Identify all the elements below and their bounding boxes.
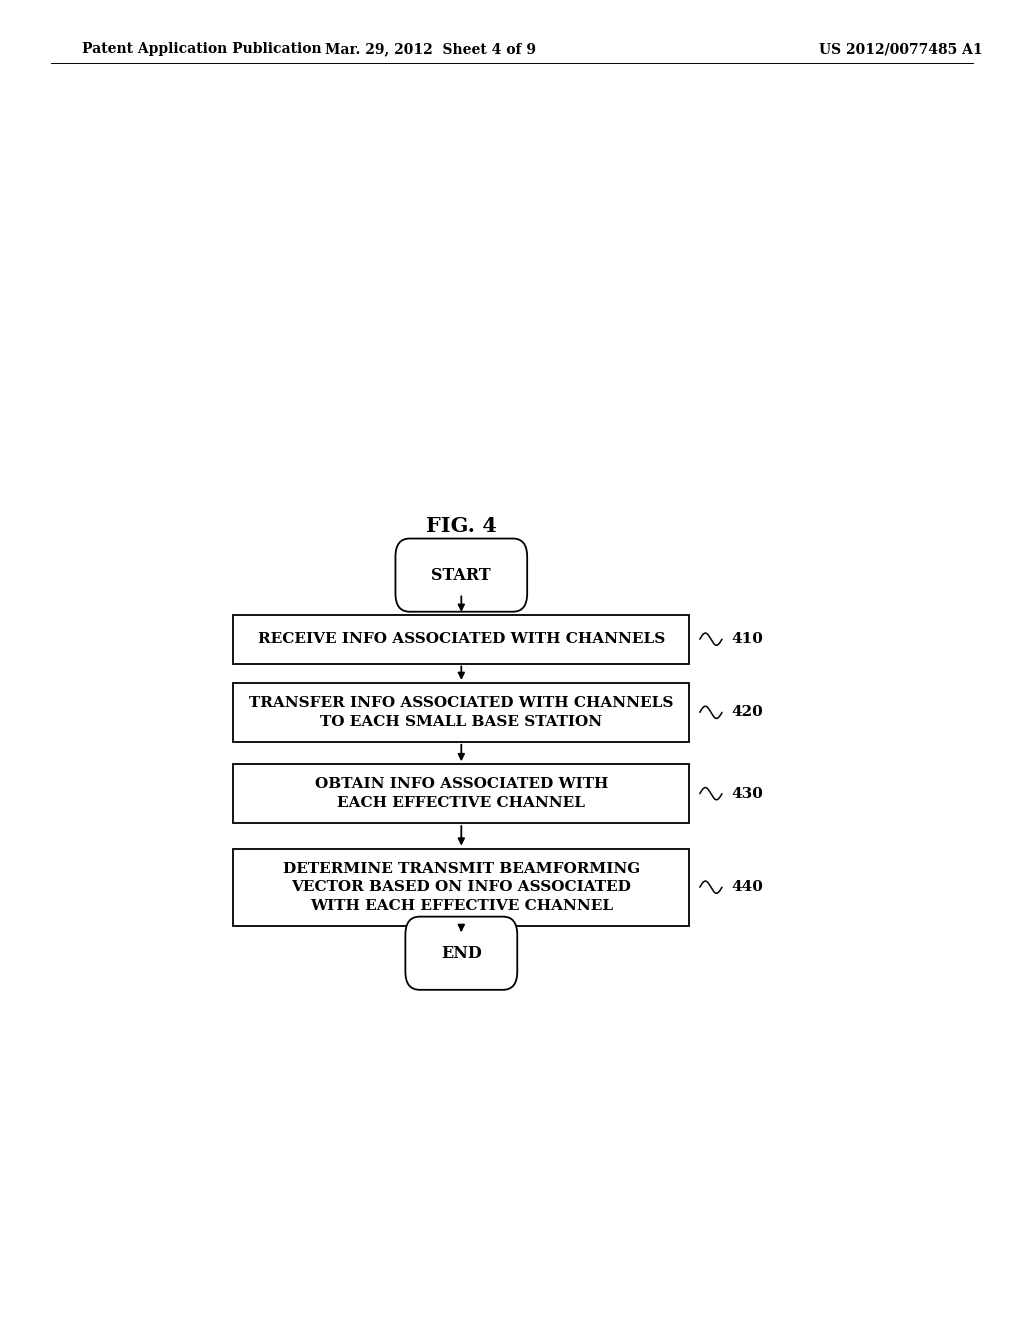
Text: FIG. 4: FIG. 4 bbox=[426, 516, 497, 536]
FancyBboxPatch shape bbox=[395, 539, 527, 611]
Text: 420: 420 bbox=[731, 705, 763, 719]
Text: TRANSFER INFO ASSOCIATED WITH CHANNELS
TO EACH SMALL BASE STATION: TRANSFER INFO ASSOCIATED WITH CHANNELS T… bbox=[249, 696, 674, 729]
Text: US 2012/0077485 A1: US 2012/0077485 A1 bbox=[819, 42, 983, 57]
Bar bbox=[233, 764, 689, 824]
Bar bbox=[233, 615, 689, 664]
Text: 440: 440 bbox=[731, 880, 764, 894]
Text: OBTAIN INFO ASSOCIATED WITH
EACH EFFECTIVE CHANNEL: OBTAIN INFO ASSOCIATED WITH EACH EFFECTI… bbox=[314, 777, 608, 810]
Text: Mar. 29, 2012  Sheet 4 of 9: Mar. 29, 2012 Sheet 4 of 9 bbox=[325, 42, 536, 57]
Text: Patent Application Publication: Patent Application Publication bbox=[82, 42, 322, 57]
Text: END: END bbox=[441, 945, 481, 962]
Text: DETERMINE TRANSMIT BEAMFORMING
VECTOR BASED ON INFO ASSOCIATED
WITH EACH EFFECTI: DETERMINE TRANSMIT BEAMFORMING VECTOR BA… bbox=[283, 862, 640, 912]
Bar bbox=[233, 682, 689, 742]
Text: 410: 410 bbox=[731, 632, 764, 647]
Bar bbox=[233, 849, 689, 925]
FancyBboxPatch shape bbox=[406, 916, 517, 990]
Text: RECEIVE INFO ASSOCIATED WITH CHANNELS: RECEIVE INFO ASSOCIATED WITH CHANNELS bbox=[258, 632, 665, 647]
Text: START: START bbox=[431, 566, 492, 583]
Text: 430: 430 bbox=[731, 787, 764, 801]
